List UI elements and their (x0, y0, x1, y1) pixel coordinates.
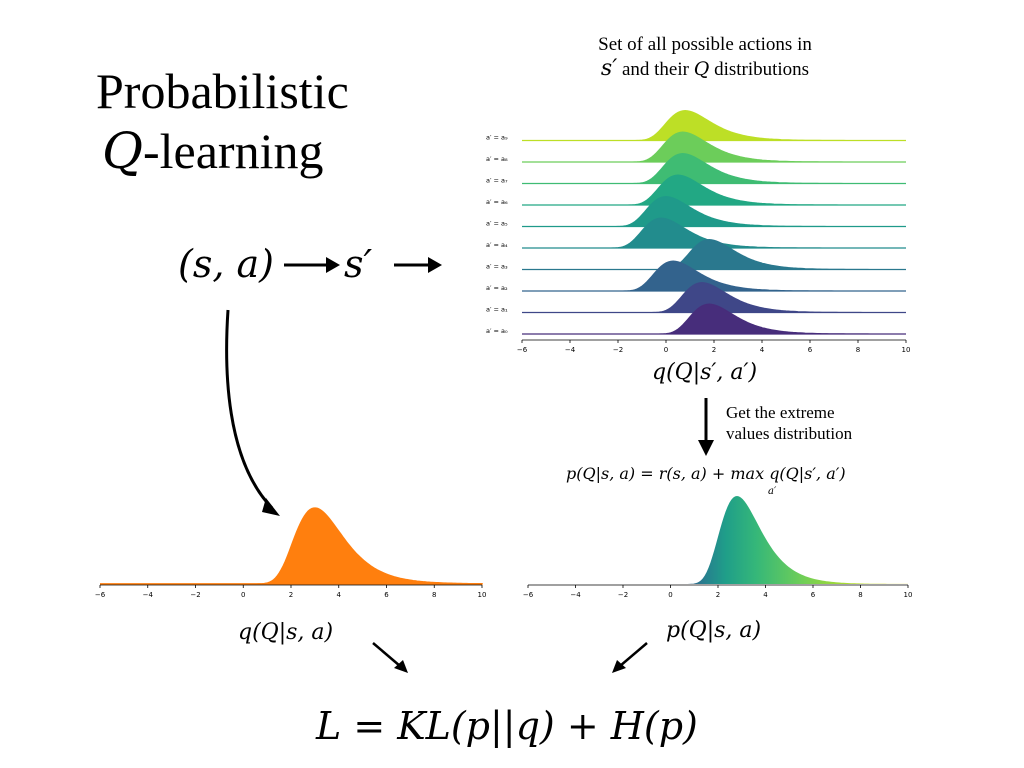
ridge-series-label: a′ = a₃ (486, 263, 508, 271)
p-tick-label: 0 (668, 591, 672, 599)
ridge-series-label: a′ = a₀ (486, 327, 508, 335)
q-tick-label: 0 (241, 591, 245, 599)
set-note-mid: and their (617, 58, 694, 80)
next-state-label: s′ (344, 242, 373, 286)
p-tick-label: 8 (858, 591, 862, 599)
p-tick-label: 10 (904, 591, 913, 599)
q-distribution-chart: −6 −4 −2 0 2 4 6 8 10 (95, 507, 487, 599)
q-tick-label: 2 (289, 591, 293, 599)
set-note-end: distributions (709, 58, 810, 80)
ridge-tick-label: 8 (856, 346, 860, 354)
title-q-symbol: Q (102, 122, 143, 180)
ridge-tick-label: −2 (613, 346, 623, 354)
target-formula: p(Q|s, a) = r(s, a) + max q(Q|s′, a′) (566, 464, 846, 483)
p-tick-label: 6 (811, 591, 816, 599)
title-learning: -learning (143, 123, 324, 179)
q-tick-label: 6 (384, 591, 389, 599)
loss-formula: L = KL(p||q) + H(p) (316, 704, 698, 748)
p-tick-label: 2 (716, 591, 720, 599)
ridge-area (522, 303, 906, 335)
p-tick-label: −6 (523, 591, 534, 599)
ridge-tick-label: 0 (664, 346, 668, 354)
set-note-line1: Set of all possible actions in (598, 34, 812, 55)
right-caption: p(Q|s, a) (666, 618, 762, 643)
ridge-tick-label: 2 (712, 346, 716, 354)
ridgeline-chart: a′ = a₉ a′ = a₈ a′ = a₇ a′ = a₆ a′ = a₅ a′ = … (486, 110, 911, 354)
set-note-line2: s′ and their Q distributions (540, 56, 870, 81)
ridge-tick-label: 4 (760, 346, 765, 354)
arrow-down-icon (698, 398, 714, 456)
state-action-label: (s, a) (178, 242, 274, 286)
p-distribution-chart: −6 −4 −2 0 2 4 6 8 10 (523, 496, 913, 599)
arrow-diag-right-icon (372, 642, 408, 673)
title-line1: Probabilistic (96, 63, 349, 119)
q-tick-label: 8 (432, 591, 436, 599)
extreme-note: Get the extreme values distribution (726, 402, 852, 445)
ridge-series-label: a′ = a₁ (486, 306, 508, 314)
q-tick-label: 4 (337, 591, 342, 599)
arrow-right-icon (284, 257, 340, 273)
arrow-right-icon-2 (394, 257, 442, 273)
q-tick-label: −6 (95, 591, 106, 599)
set-note-s: s′ (600, 55, 618, 81)
ridge-tick-label: 6 (808, 346, 813, 354)
ridge-series-label: a′ = a₉ (486, 134, 508, 142)
q-area (100, 507, 483, 585)
set-note: Set of all possible actions in s′ and th… (540, 34, 870, 81)
q-tick-label: 10 (478, 591, 487, 599)
ridge-tick-label: −4 (565, 346, 576, 354)
ridge-tick-label: 10 (902, 346, 911, 354)
title-line2: Q-learning (102, 126, 323, 176)
q-tick-label: −4 (143, 591, 154, 599)
target-formula-subscript: a′ (768, 486, 777, 497)
ridge-area (522, 238, 906, 270)
p-area (528, 496, 908, 584)
ridge-series-label: a′ = a₂ (486, 284, 508, 292)
curved-arrow-icon (225, 309, 280, 516)
ridge-series-label: a′ = a₈ (486, 155, 508, 163)
extreme-note-line2: values distribution (726, 424, 853, 444)
ridge-series-label: a′ = a₅ (486, 220, 508, 228)
arrow-diag-left-icon (612, 642, 648, 673)
ridge-tick-label: −6 (517, 346, 528, 354)
ridge-series-label: a′ = a₇ (486, 177, 508, 185)
set-note-q: Q (693, 57, 710, 80)
ridge-area (522, 110, 906, 141)
left-caption: q(Q|s, a) (238, 620, 334, 645)
q-tick-label: −2 (190, 591, 200, 599)
p-tick-label: −2 (618, 591, 628, 599)
p-tick-label: 4 (763, 591, 768, 599)
extreme-note-line1: Get the extreme (726, 403, 835, 422)
ridge-caption: q(Q|s′, a′) (652, 360, 758, 385)
p-tick-label: −4 (570, 591, 581, 599)
ridge-series-label: a′ = a₄ (486, 241, 508, 249)
ridge-series-label: a′ = a₆ (486, 198, 508, 206)
